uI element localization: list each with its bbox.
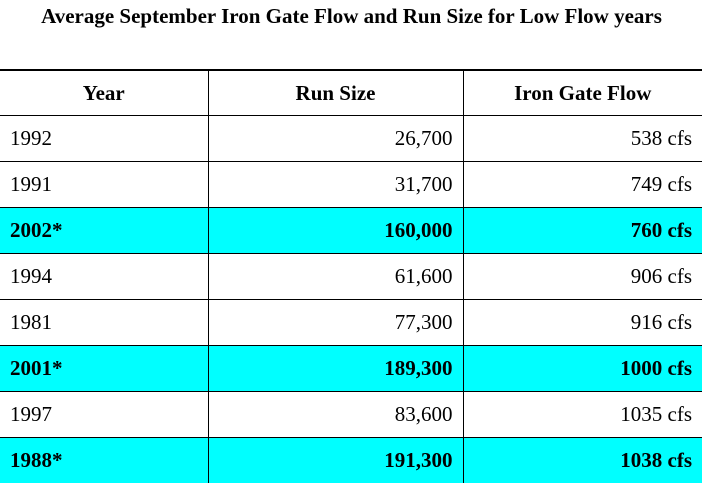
flow-cell: 538 cfs [462,115,702,162]
table-title: Average September Iron Gate Flow and Run… [41,4,662,28]
run-size-cell: 31,700 [207,161,464,208]
flow-cell: 760 cfs [462,207,702,254]
header-row: Year Run Size Iron Gate Flow [0,69,702,116]
run-size-cell: 160,000 [207,207,464,254]
run-size-cell: 77,300 [207,299,464,346]
year-cell: 1994 [0,253,209,300]
year-cell: 1997 [0,391,209,438]
flow-run-size-table: Year Run Size Iron Gate Flow 1992 26,700… [0,69,702,483]
table-row: 1994 61,600 906 cfs [0,253,702,300]
flow-cell: 1035 cfs [462,391,702,438]
table-row: 1991 31,700 749 cfs [0,161,702,208]
column-header-year: Year [0,69,209,116]
year-cell: 1981 [0,299,209,346]
column-header-iron-gate-flow: Iron Gate Flow [462,69,702,116]
year-cell: 1991 [0,161,209,208]
year-cell: 1992 [0,115,209,162]
flow-cell: 1000 cfs [462,345,702,392]
year-cell: 2002* [0,207,209,254]
year-cell: 2001* [0,345,209,392]
flow-cell: 1038 cfs [462,437,702,483]
flow-cell: 916 cfs [462,299,702,346]
table-row: 1981 77,300 916 cfs [0,299,702,346]
run-size-cell: 189,300 [207,345,464,392]
run-size-cell: 191,300 [207,437,464,483]
table-row: 1988* 191,300 1038 cfs [0,437,702,483]
run-size-cell: 26,700 [207,115,464,162]
run-size-cell: 83,600 [207,391,464,438]
flow-cell: 749 cfs [462,161,702,208]
table-row: 2002* 160,000 760 cfs [0,207,702,254]
table-row: 1992 26,700 538 cfs [0,115,702,162]
column-header-run-size: Run Size [207,69,464,116]
flow-cell: 906 cfs [462,253,702,300]
run-size-cell: 61,600 [207,253,464,300]
table-row: 2001* 189,300 1000 cfs [0,345,702,392]
year-cell: 1988* [0,437,209,483]
table-row: 1997 83,600 1035 cfs [0,391,702,438]
